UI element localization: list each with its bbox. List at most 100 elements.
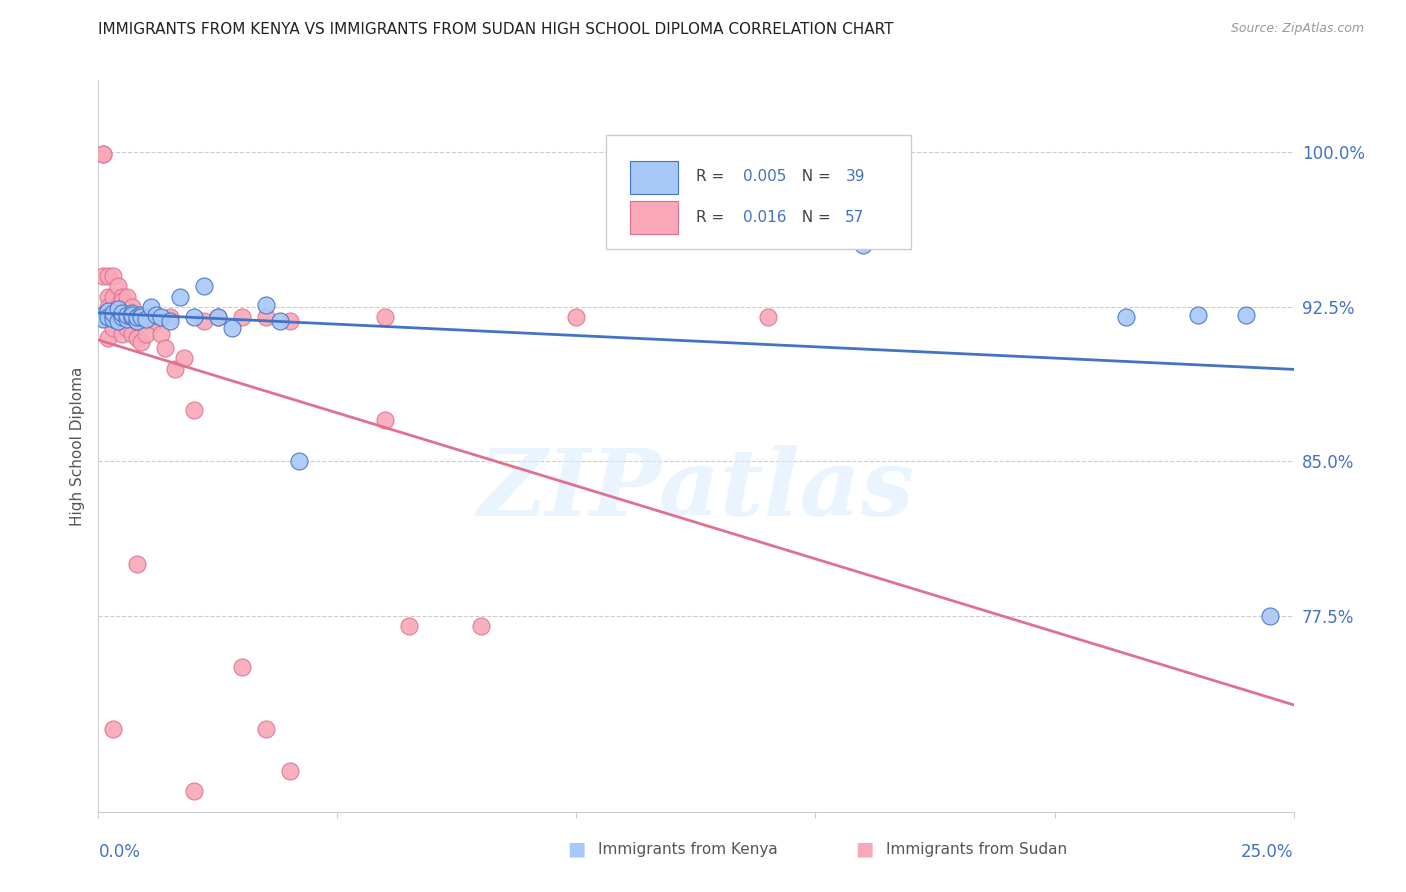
Point [1187, 308, 1209, 322]
Point [139, 300, 162, 314]
Point [254, 298, 277, 312]
Point [101, 308, 124, 322]
Point [131, 310, 153, 325]
Point [121, 306, 143, 320]
Point [121, 300, 143, 314]
Text: Immigrants from Kenya: Immigrants from Kenya [598, 842, 778, 856]
Text: Source: ZipAtlas.com: Source: ZipAtlas.com [1230, 22, 1364, 36]
Point [221, 320, 243, 334]
Text: R =: R = [696, 169, 730, 185]
Point [107, 300, 129, 314]
Text: 25.0%: 25.0% [1241, 843, 1294, 861]
Point [97, 310, 120, 325]
Point [111, 326, 134, 341]
Point [131, 334, 153, 349]
Point [756, 310, 779, 325]
Point [125, 314, 148, 328]
Point [278, 764, 301, 778]
Text: ■: ■ [855, 839, 875, 859]
Point [398, 619, 420, 633]
Point [1234, 308, 1257, 322]
Point [183, 784, 205, 798]
Text: R =: R = [696, 210, 730, 225]
Point [155, 341, 177, 355]
Point [254, 310, 277, 325]
Point [111, 293, 134, 308]
Point [231, 310, 253, 325]
Point [207, 310, 229, 325]
Text: 57: 57 [845, 210, 865, 225]
Text: 0.016: 0.016 [742, 210, 786, 225]
Point [470, 619, 492, 633]
Point [288, 454, 311, 468]
Point [145, 314, 167, 328]
Point [125, 331, 148, 345]
Point [125, 310, 148, 325]
Point [135, 314, 157, 328]
Point [269, 314, 291, 328]
Point [115, 320, 138, 334]
Text: N =: N = [792, 210, 835, 225]
Point [111, 310, 134, 325]
Point [91, 147, 114, 161]
Point [101, 310, 124, 325]
Point [183, 310, 205, 325]
Point [111, 306, 134, 320]
Y-axis label: High School Diploma: High School Diploma [70, 367, 86, 525]
Point [97, 290, 120, 304]
Point [107, 279, 129, 293]
Point [163, 361, 186, 376]
Point [107, 314, 129, 328]
Point [565, 310, 588, 325]
Point [135, 312, 157, 326]
Point [111, 290, 134, 304]
Point [91, 147, 114, 161]
Text: 0.005: 0.005 [742, 169, 786, 185]
Point [121, 310, 143, 325]
Point [115, 290, 138, 304]
Point [91, 312, 114, 326]
FancyBboxPatch shape [606, 136, 911, 249]
Point [101, 290, 124, 304]
Point [97, 300, 120, 314]
Point [709, 218, 731, 232]
Point [139, 310, 162, 325]
Point [193, 314, 215, 328]
Point [91, 268, 114, 283]
Point [852, 238, 875, 252]
Text: N =: N = [792, 169, 835, 185]
Point [231, 660, 253, 674]
Point [254, 723, 277, 737]
Point [374, 413, 396, 427]
Point [121, 308, 143, 322]
Point [159, 314, 181, 328]
Point [107, 314, 129, 328]
Point [149, 326, 172, 341]
FancyBboxPatch shape [630, 161, 678, 194]
Point [149, 310, 172, 325]
Point [97, 268, 120, 283]
Point [115, 310, 138, 325]
Text: ZIPatlas: ZIPatlas [478, 445, 914, 535]
Point [125, 310, 148, 325]
Point [115, 312, 138, 326]
Point [91, 310, 114, 325]
Point [115, 308, 138, 322]
Point [125, 558, 148, 572]
Text: IMMIGRANTS FROM KENYA VS IMMIGRANTS FROM SUDAN HIGH SCHOOL DIPLOMA CORRELATION C: IMMIGRANTS FROM KENYA VS IMMIGRANTS FROM… [98, 22, 894, 37]
Text: Immigrants from Sudan: Immigrants from Sudan [886, 842, 1067, 856]
Point [125, 314, 148, 328]
Point [121, 326, 143, 341]
Text: 0.0%: 0.0% [98, 843, 141, 861]
Point [1258, 609, 1281, 624]
Point [207, 310, 229, 325]
Point [193, 279, 215, 293]
Point [101, 312, 124, 326]
Point [131, 310, 153, 325]
Point [121, 314, 143, 328]
Point [91, 308, 114, 322]
Point [135, 326, 157, 341]
Point [183, 403, 205, 417]
Point [169, 290, 191, 304]
Point [111, 310, 134, 325]
